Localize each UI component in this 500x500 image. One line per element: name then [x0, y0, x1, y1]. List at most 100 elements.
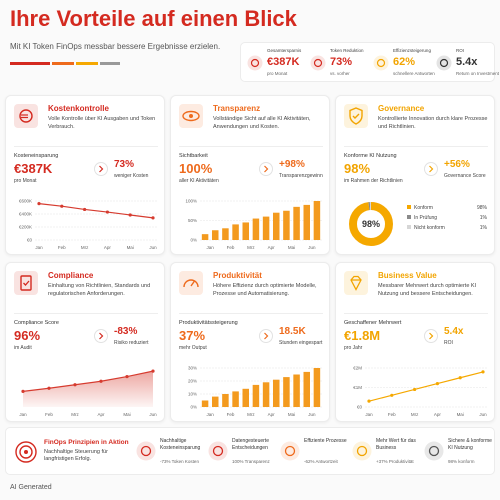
point [151, 216, 155, 220]
x-tick-label: Mai [123, 412, 130, 417]
kpi-sub: schnellere Antworten [393, 71, 435, 76]
secondary-value: +98% [279, 159, 305, 170]
card-icon [14, 104, 38, 128]
footer-item-icon [352, 441, 372, 461]
kpi-value: 5.4x [456, 56, 478, 68]
point [458, 376, 462, 380]
footer-item-title: Nachhaltige Kosteneinsparung [160, 438, 201, 451]
page-title: Ihre Vorteile auf einen Blick [10, 6, 297, 31]
footer-item-title: Sichere & konforme KI Nutzung [448, 438, 492, 451]
icon [212, 445, 224, 457]
icon [23, 280, 30, 286]
icon [350, 275, 362, 291]
icon-bg [352, 441, 372, 461]
bar [262, 216, 270, 240]
bar [303, 371, 311, 407]
arrow [264, 165, 269, 173]
card-description: Einhaltung von Richtlinien, Standards un… [48, 283, 151, 297]
icon [183, 279, 199, 288]
legend-label: Konform [414, 205, 433, 211]
icon [189, 114, 193, 118]
kpi-icon [247, 55, 263, 71]
footer-item-sub: 98% konform [448, 459, 475, 464]
chart: €0 €200K €400K €600K Jan Feb Mrz Apr Mai Jun [19, 199, 157, 251]
card: Business Value Messbarer Mehrwert durch o… [335, 262, 495, 422]
footer-item-title: Datengesteuerte Entscheidungen [232, 438, 269, 451]
footer-item-title: Mehr Wert für das Business [376, 438, 416, 451]
icon-bg [436, 55, 452, 71]
x-tick-label: Jun [308, 412, 316, 417]
x-tick-label: Feb [227, 245, 235, 250]
metric-sub: pro Jahr [344, 345, 363, 351]
y-tick-label: €400K [19, 212, 32, 217]
x-tick-label: Jan [207, 412, 215, 417]
metric-label: Compliance Score [14, 320, 59, 326]
legend-swatch [407, 215, 411, 219]
kpi-sub: pro Monat [267, 71, 288, 76]
bar [252, 218, 260, 240]
metric-value: 100% [179, 161, 213, 176]
metric-sub: aller KI Aktivitäten [179, 178, 219, 184]
bar [201, 400, 209, 407]
x-tick-label: Jun [479, 412, 487, 417]
x-tick-label: Mai [288, 245, 295, 250]
point [60, 204, 64, 208]
secondary-value: -83% [114, 326, 138, 337]
secondary-sub: Governance Score [444, 173, 486, 179]
divider [179, 146, 323, 147]
arrow-bg [94, 329, 108, 343]
x-tick-label: Mai [457, 412, 464, 417]
footer-item-title: Effiziente Prozesse [304, 438, 347, 444]
x-tick-label: Apr [104, 245, 112, 250]
y-tick-label: €1M [353, 385, 362, 390]
point [99, 379, 103, 383]
icon [352, 113, 360, 119]
icon [19, 109, 33, 123]
footer-item-sub: +37% Produktivität [376, 459, 414, 464]
secondary-sub: weniger Kosten [114, 173, 149, 179]
x-tick-label: Jan [365, 412, 373, 417]
kpi-sub: vs. vorher [330, 71, 350, 76]
x-tick-label: Jan [35, 245, 43, 250]
card: Transparenz Vollständige Sicht auf alle K… [170, 95, 330, 255]
y-tick-label: 10% [188, 392, 197, 397]
card-title: Transparenz [213, 104, 261, 113]
bar [232, 391, 239, 407]
kpi-icon [436, 55, 452, 71]
point [367, 399, 371, 403]
x-tick-label: Mai [288, 412, 295, 417]
y-tick-label: 30% [188, 366, 197, 371]
legend-label: In Prüfung [414, 215, 437, 221]
line [368, 371, 484, 402]
point [73, 383, 77, 387]
bar [262, 382, 270, 407]
icon [182, 110, 200, 122]
footer-subtitle: Nachhaltige Steuerung für langfristigen … [44, 449, 108, 462]
kpi-box: Gesamtersparnis €387K pro Monat Token Reduk… [240, 42, 499, 82]
secondary-value: 73% [114, 159, 135, 170]
x-tick-label: Apr [434, 412, 442, 417]
x-tick-label: Feb [45, 412, 53, 417]
divider [344, 146, 488, 147]
legend-swatch [407, 225, 411, 229]
bar [283, 210, 290, 240]
point [125, 374, 129, 379]
divider [344, 313, 488, 314]
arrow-bg [259, 162, 273, 176]
icon-bg [310, 55, 326, 71]
metric-value: 96% [14, 328, 41, 343]
footer-item-icon [208, 441, 228, 461]
x-tick-label: Apr [97, 412, 105, 417]
point [83, 207, 87, 212]
y-tick-label: €2M [353, 366, 362, 371]
x-tick-label: Feb [58, 245, 66, 250]
x-tick-label: Mai [127, 245, 134, 250]
point [37, 202, 41, 206]
metric-label: Produktivitätssteigerung [179, 320, 238, 326]
icon [15, 441, 37, 463]
color-bar [10, 62, 120, 65]
x-tick-label: Mrz [71, 412, 79, 417]
y-tick-label: €200K [19, 225, 32, 230]
footer-title: FinOps Prinzipien in Aktion [44, 439, 129, 446]
bar [222, 228, 229, 240]
